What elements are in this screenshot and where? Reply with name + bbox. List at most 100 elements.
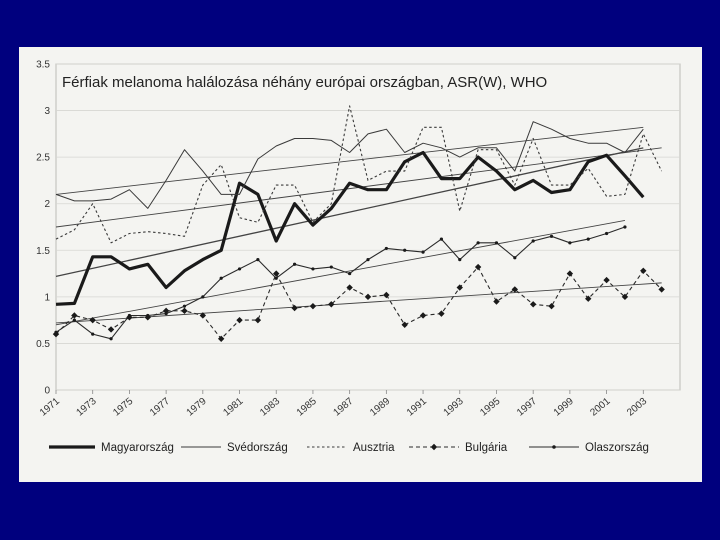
- data-point-olaszorszag: [274, 276, 278, 280]
- data-point-olaszorszag: [109, 337, 113, 341]
- x-tick-label: 1983: [258, 396, 282, 419]
- data-point-bulgaria: [438, 310, 445, 317]
- x-tick-label: 1985: [295, 396, 319, 419]
- series-line-magyarorszag: [55, 150, 645, 306]
- legend: Magyarország Svédország Ausztria Bulgária Ol…: [49, 442, 649, 454]
- data-point-bulgaria: [603, 276, 610, 284]
- legend-label-svedorszag: Svédország: [227, 442, 288, 454]
- x-tick-label: 1977: [148, 396, 172, 419]
- series-line-olaszorszag: [55, 226, 626, 340]
- data-point-bulgaria: [71, 312, 78, 319]
- data-point-olaszorszag: [256, 258, 260, 262]
- data-point-bulgaria: [273, 270, 280, 277]
- data-point-olaszorszag: [72, 318, 76, 322]
- data-point-bulgaria: [474, 263, 482, 271]
- x-tick-label: 1999: [552, 396, 576, 419]
- x-tick-label: 1991: [405, 396, 429, 419]
- y-tick-label: 0.5: [36, 339, 50, 350]
- data-point-bulgaria: [640, 267, 647, 274]
- data-point-bulgaria: [419, 312, 427, 319]
- y-tick-label: 3: [44, 106, 50, 117]
- data-point-olaszorszag: [403, 248, 407, 252]
- data-point-bulgaria: [199, 312, 207, 319]
- data-point-olaszorszag: [54, 330, 58, 334]
- trendline-olaszorszag: [55, 220, 626, 326]
- data-point-olaszorszag: [494, 241, 499, 245]
- legend-marker-bulgaria: [430, 443, 438, 451]
- trendline-svedorszag: [55, 126, 644, 195]
- data-point-bulgaria: [548, 302, 555, 310]
- data-point-bulgaria: [181, 307, 188, 315]
- data-point-olaszorszag: [513, 256, 517, 260]
- data-point-olaszorszag: [201, 295, 205, 299]
- data-point-olaszorszag: [549, 234, 554, 238]
- data-point-bulgaria: [529, 301, 537, 308]
- data-point-bulgaria: [52, 330, 60, 338]
- data-point-bulgaria: [254, 316, 262, 324]
- data-point-olaszorszag: [329, 265, 333, 269]
- data-point-olaszorszag: [366, 258, 370, 262]
- data-point-bulgaria: [126, 314, 133, 321]
- data-point-olaszorszag: [91, 332, 95, 336]
- chart-panel: 0 0.5 1 1.5 2 2.5 3 3.5 1971 1973 1975 1977 1979 1981…: [19, 47, 702, 482]
- y-tick-label: 1: [44, 292, 50, 303]
- data-point-bulgaria: [217, 335, 225, 342]
- x-tick-label: 1995: [478, 396, 502, 419]
- line-chart: 0 0.5 1 1.5 2 2.5 3 3.5 1971 1973 1975 1977 1979 1981…: [36, 60, 681, 454]
- data-point-bulgaria: [291, 304, 298, 312]
- data-point-olaszorszag: [604, 231, 609, 236]
- data-point-bulgaria: [401, 321, 408, 328]
- x-tick-label: 1981: [221, 396, 245, 419]
- legend-label-bulgaria: Bulgária: [465, 442, 508, 454]
- data-point-olaszorszag: [384, 246, 388, 251]
- data-point-olaszorszag: [164, 312, 168, 316]
- data-point-olaszorszag: [182, 304, 187, 308]
- axis-ticks: 0 0.5 1 1.5 2 2.5 3 3.5 1971 1973 1975 1977 1979 1981…: [36, 60, 649, 419]
- x-tick-label: 2001: [588, 396, 612, 419]
- data-point-olaszorszag: [237, 267, 242, 271]
- data-point-olaszorszag: [292, 262, 297, 266]
- data-point-bulgaria: [566, 270, 574, 277]
- data-point-olaszorszag: [439, 237, 444, 241]
- data-point-bulgaria: [89, 316, 96, 324]
- data-point-olaszorszag: [146, 313, 150, 318]
- data-point-bulgaria: [236, 316, 243, 324]
- x-tick-label: 1975: [111, 396, 135, 419]
- data-point-bulgaria: [585, 295, 592, 302]
- y-tick-label: 2: [44, 199, 50, 210]
- data-point-bulgaria: [364, 293, 372, 301]
- data-point-bulgaria: [346, 284, 353, 291]
- chart-title: Férfiak melanoma halálozása néhány európ…: [62, 74, 547, 91]
- data-point-bulgaria: [383, 291, 390, 299]
- y-tick-label: 3.5: [36, 60, 50, 71]
- data-point-olaszorszag: [219, 276, 223, 280]
- series-line-svedorszag: [55, 121, 644, 209]
- x-tick-label: 2003: [625, 396, 649, 419]
- x-tick-label: 1979: [185, 396, 209, 419]
- series-lines: [55, 105, 663, 340]
- data-point-bulgaria: [328, 301, 335, 308]
- plot-frame: [55, 63, 681, 391]
- data-point-bulgaria: [309, 302, 317, 310]
- data-point-olaszorszag: [127, 313, 132, 318]
- x-tick-label: 1987: [331, 396, 355, 419]
- legend-label-magyarorszag: Magyarország: [101, 442, 174, 454]
- legend-label-olaszorszag: Olaszország: [585, 442, 649, 454]
- x-tick-label: 1973: [75, 396, 99, 419]
- x-tick-label: 1993: [442, 396, 466, 419]
- data-point-olaszorszag: [568, 241, 572, 245]
- data-point-bulgaria: [144, 314, 151, 321]
- data-point-olaszorszag: [458, 258, 462, 262]
- data-point-bulgaria: [658, 286, 665, 293]
- legend-marker-olaszorszag: [552, 445, 556, 449]
- data-point-bulgaria: [162, 307, 170, 315]
- data-point-olaszorszag: [586, 237, 590, 241]
- data-point-olaszorszag: [421, 250, 425, 254]
- grid-layer: [55, 63, 681, 391]
- x-tick-label: 1971: [38, 396, 62, 419]
- x-tick-label: 1989: [368, 396, 392, 419]
- data-point-bulgaria: [107, 326, 115, 333]
- series-markers: [52, 225, 665, 342]
- legend-label-ausztria: Ausztria: [353, 442, 395, 454]
